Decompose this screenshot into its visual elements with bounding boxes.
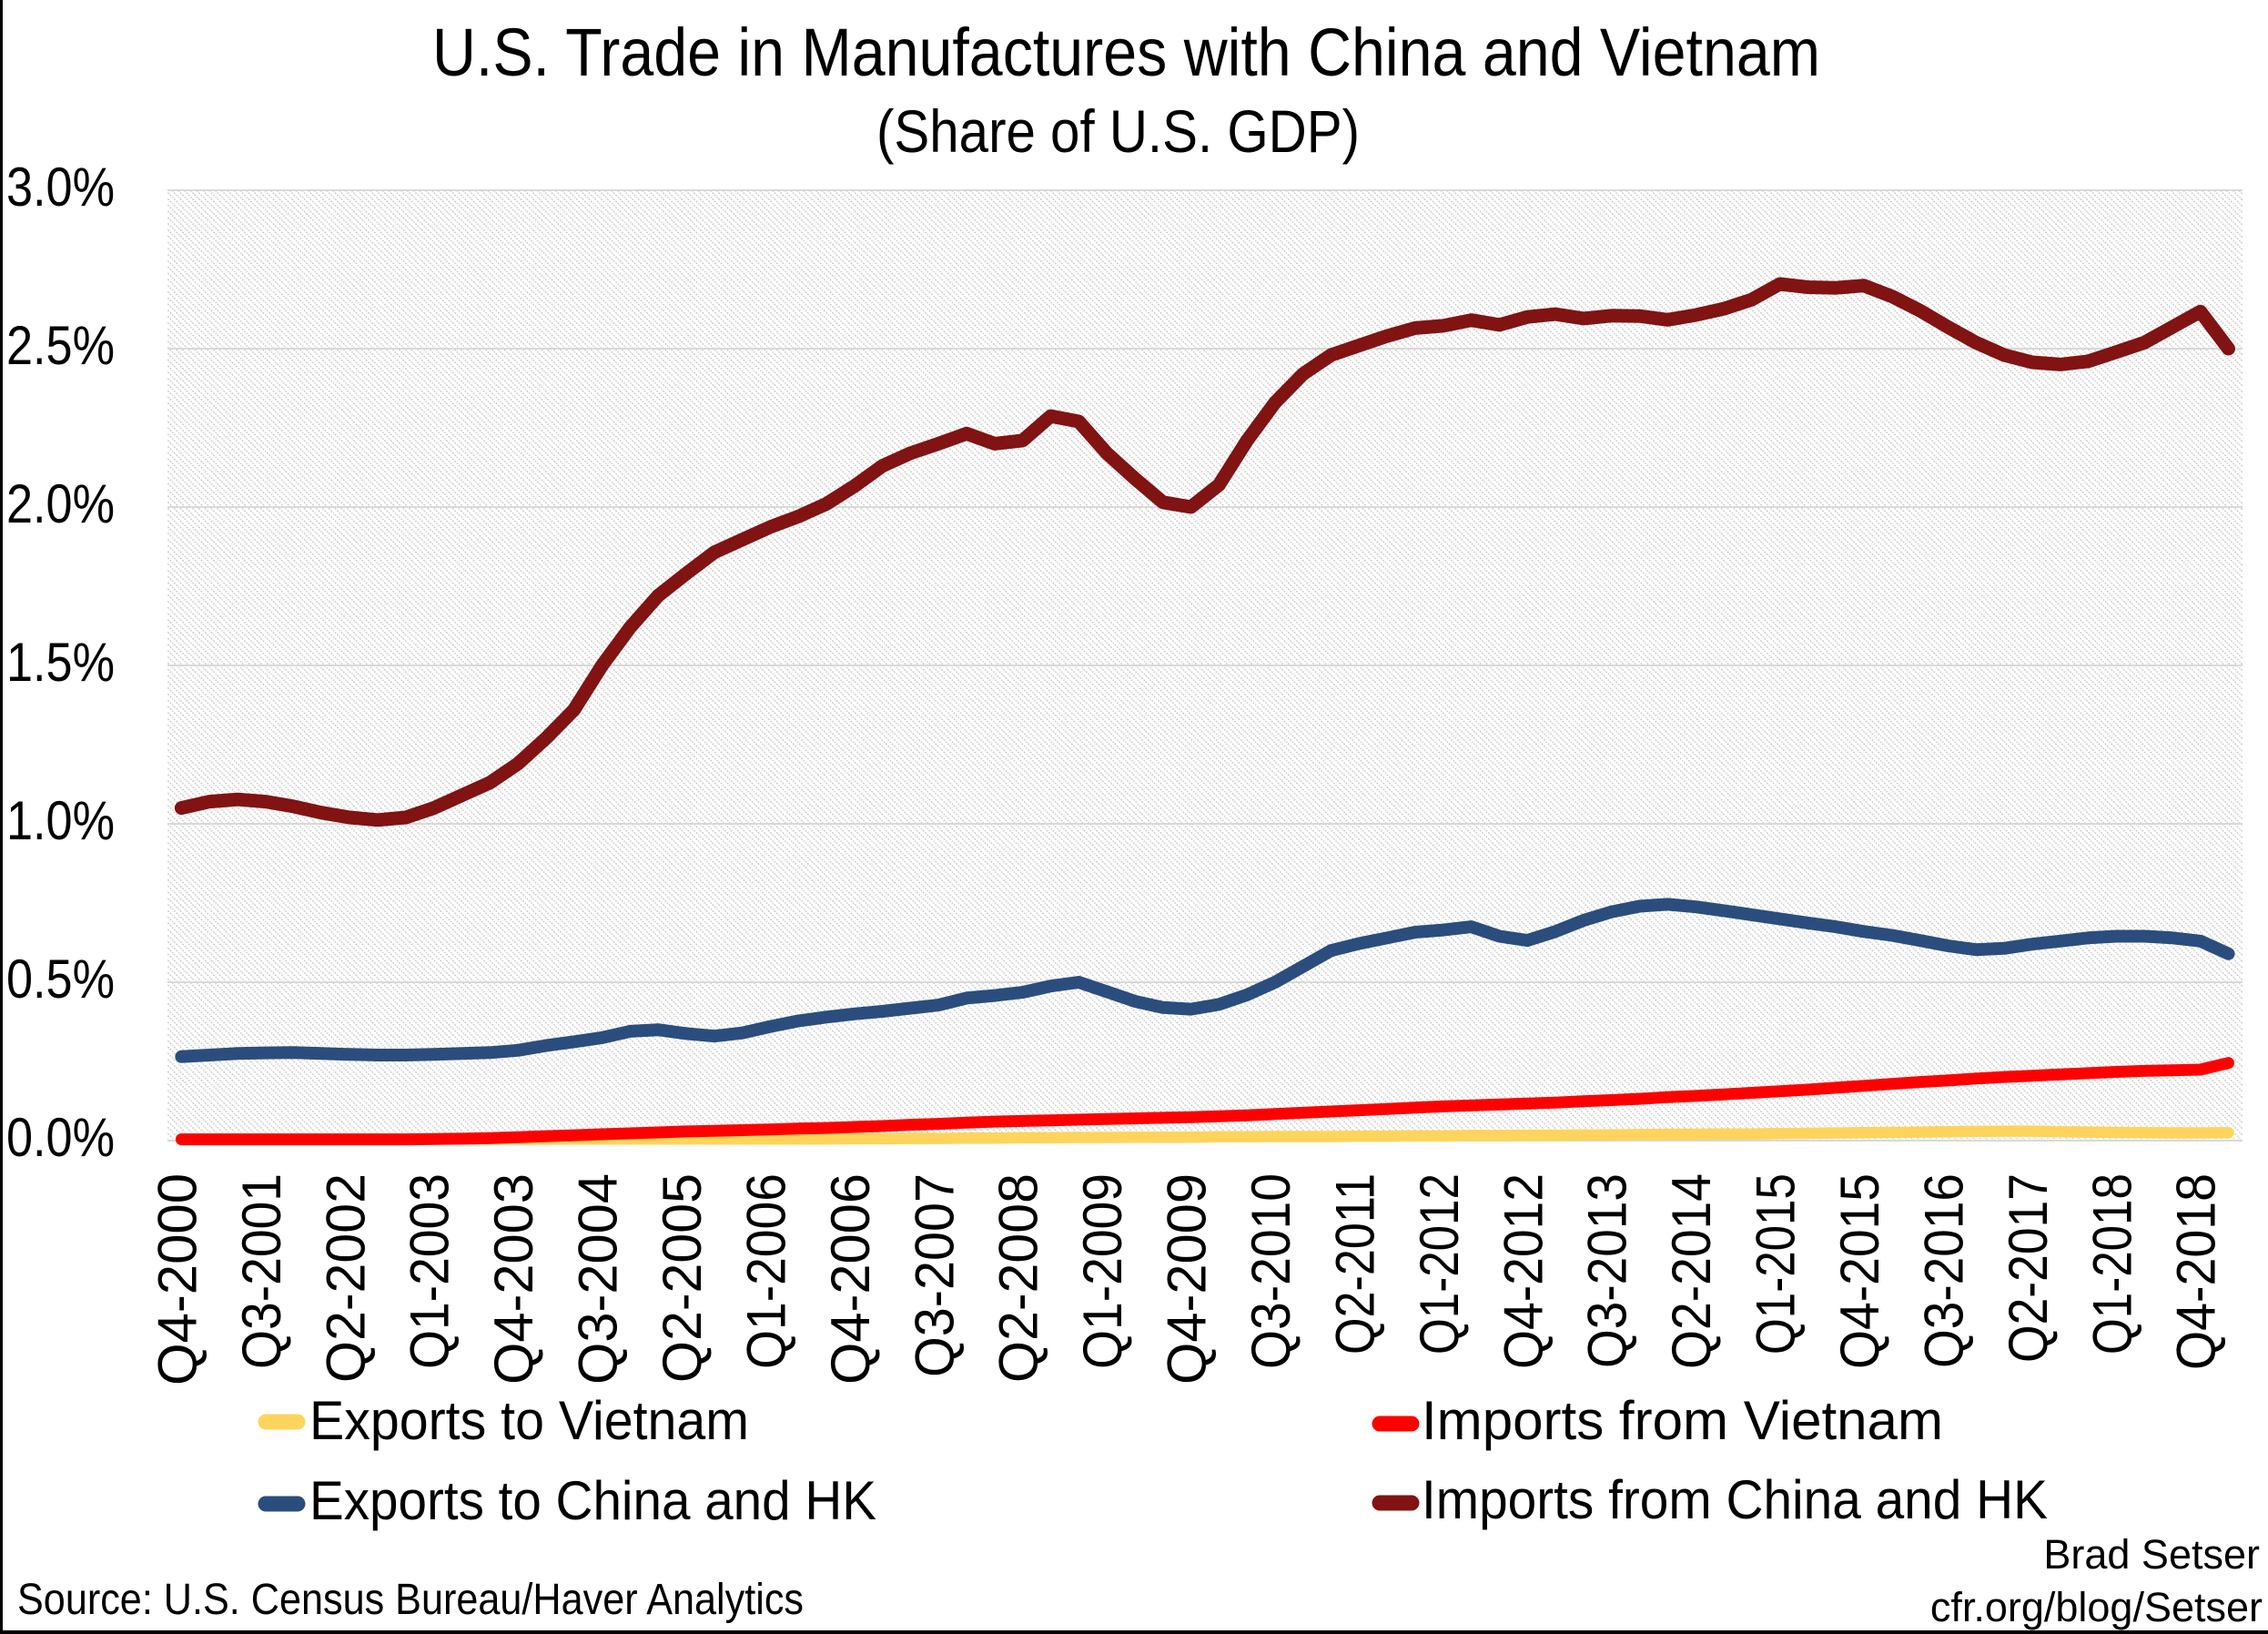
svg-text:Q4-2006: Q4-2006: [820, 1173, 881, 1385]
svg-text:2.0%: 2.0%: [6, 473, 115, 534]
svg-text:Q4-2012: Q4-2012: [1493, 1173, 1554, 1369]
svg-text:Brad Setser: Brad Setser: [2043, 1531, 2260, 1578]
svg-text:Q3-2013: Q3-2013: [1577, 1173, 1638, 1368]
svg-text:1.0%: 1.0%: [6, 790, 115, 851]
svg-text:Q1-2012: Q1-2012: [1409, 1173, 1470, 1355]
svg-text:Q3-2007: Q3-2007: [904, 1173, 965, 1377]
svg-text:3.0%: 3.0%: [6, 157, 115, 218]
svg-text:Q2-2005: Q2-2005: [652, 1173, 713, 1383]
svg-text:Imports from Vietnam: Imports from Vietnam: [1422, 1390, 1943, 1451]
svg-text:Q1-2015: Q1-2015: [1746, 1173, 1807, 1355]
svg-text:U.S. Trade in Manufactures wit: U.S. Trade in Manufactures with China an…: [432, 15, 1820, 90]
svg-text:Q4-2015: Q4-2015: [1829, 1173, 1890, 1369]
svg-text:Q2-2011: Q2-2011: [1324, 1173, 1385, 1355]
svg-text:Q2-2017: Q2-2017: [1998, 1173, 2059, 1363]
svg-text:Q3-2004: Q3-2004: [568, 1173, 629, 1385]
svg-text:Q2-2002: Q2-2002: [315, 1173, 376, 1383]
svg-text:Exports to China and HK: Exports to China and HK: [309, 1470, 876, 1531]
svg-text:0.5%: 0.5%: [6, 949, 115, 1010]
svg-text:cfr.org/blog/Setser: cfr.org/blog/Setser: [1930, 1584, 2263, 1630]
svg-text:Exports to Vietnam: Exports to Vietnam: [309, 1390, 749, 1451]
svg-text:Q1-2009: Q1-2009: [1072, 1173, 1133, 1369]
svg-text:Q2-2014: Q2-2014: [1661, 1173, 1722, 1369]
svg-text:Q4-2009: Q4-2009: [1157, 1173, 1218, 1385]
svg-text:Q4-2000: Q4-2000: [147, 1173, 208, 1385]
svg-text:Q1-2003: Q1-2003: [400, 1173, 461, 1369]
svg-text:(Share of U.S. GDP): (Share of U.S. GDP): [876, 97, 1360, 165]
svg-text:Q2-2008: Q2-2008: [988, 1173, 1049, 1383]
svg-text:Q4-2018: Q4-2018: [2166, 1173, 2227, 1370]
svg-text:2.5%: 2.5%: [6, 315, 115, 376]
svg-text:Q3-2016: Q3-2016: [1913, 1173, 1974, 1368]
svg-text:Q3-2010: Q3-2010: [1240, 1173, 1301, 1369]
svg-text:0.0%: 0.0%: [6, 1107, 115, 1168]
svg-text:Q1-2006: Q1-2006: [735, 1173, 796, 1369]
svg-text:Q1-2018: Q1-2018: [2081, 1173, 2142, 1355]
svg-text:1.5%: 1.5%: [6, 632, 115, 693]
svg-text:Imports from China and HK: Imports from China and HK: [1422, 1469, 2048, 1530]
svg-text:Q4-2003: Q4-2003: [483, 1173, 544, 1385]
svg-text:Source: U.S. Census Bureau/Hav: Source: U.S. Census Bureau/Haver Analyti…: [17, 1576, 804, 1624]
svg-text:Q3-2001: Q3-2001: [231, 1173, 292, 1369]
